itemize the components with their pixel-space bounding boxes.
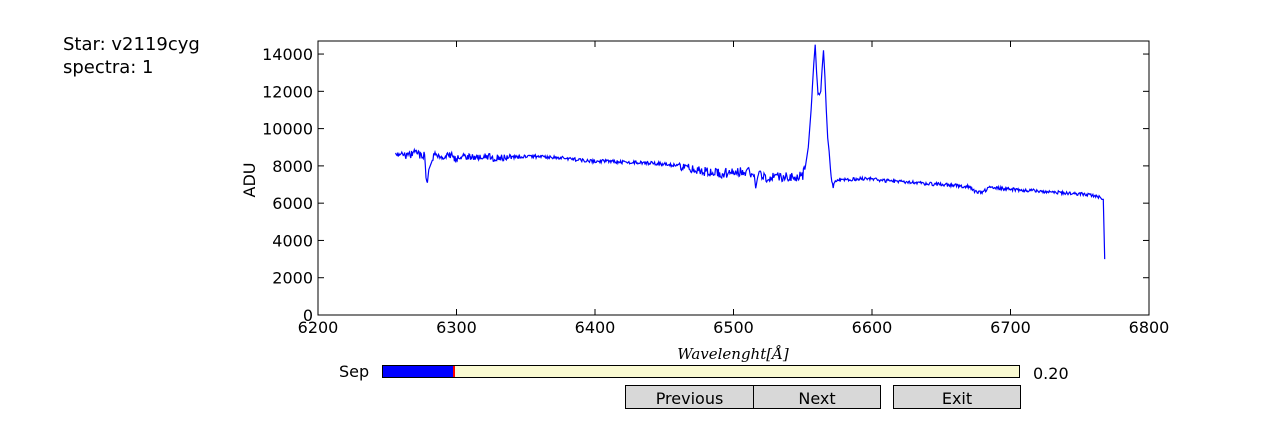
x-axis-label: Wavelenght[Å] [677, 345, 789, 363]
x-tick-label: 6400 [575, 318, 616, 337]
y-tick-label: 6000 [272, 194, 313, 213]
y-axis-label: ADU [240, 163, 259, 198]
sep-slider[interactable] [382, 365, 1020, 378]
x-tick-label: 6700 [990, 318, 1031, 337]
y-tick-label: 4000 [272, 231, 313, 250]
y-tick-label: 2000 [272, 269, 313, 288]
star-label: Star: v2119cyg [63, 34, 200, 55]
x-tick-label: 6300 [436, 318, 477, 337]
spectrum-series-line-0 [395, 44, 1106, 260]
y-tick-label: 12000 [262, 82, 313, 101]
x-tick-label: 6500 [713, 318, 754, 337]
y-tick-label: 8000 [272, 157, 313, 176]
y-tick-label: 0 [303, 306, 313, 325]
y-tick-label: 14000 [262, 45, 313, 64]
x-tick-label: 6600 [852, 318, 893, 337]
sep-slider-label: Sep [339, 362, 370, 381]
plot-frame [317, 40, 1150, 316]
spectra-label: spectra: 1 [63, 57, 154, 78]
plot-area: 6200 6300 6400 6500 6600 6700 6800 0 2000 4000 600… [262, 40, 1170, 337]
previous-button[interactable]: Previous [625, 385, 754, 409]
next-button[interactable]: Next [753, 385, 881, 409]
sep-slider-value: 0.20 [1033, 364, 1069, 383]
sep-slider-handle[interactable] [452, 366, 455, 377]
exit-button[interactable]: Exit [893, 385, 1021, 409]
x-tick-label: 6200 [298, 318, 339, 337]
x-tick-label: 6800 [1129, 318, 1170, 337]
sep-slider-fill [383, 366, 454, 377]
y-tick-label: 10000 [262, 120, 313, 139]
